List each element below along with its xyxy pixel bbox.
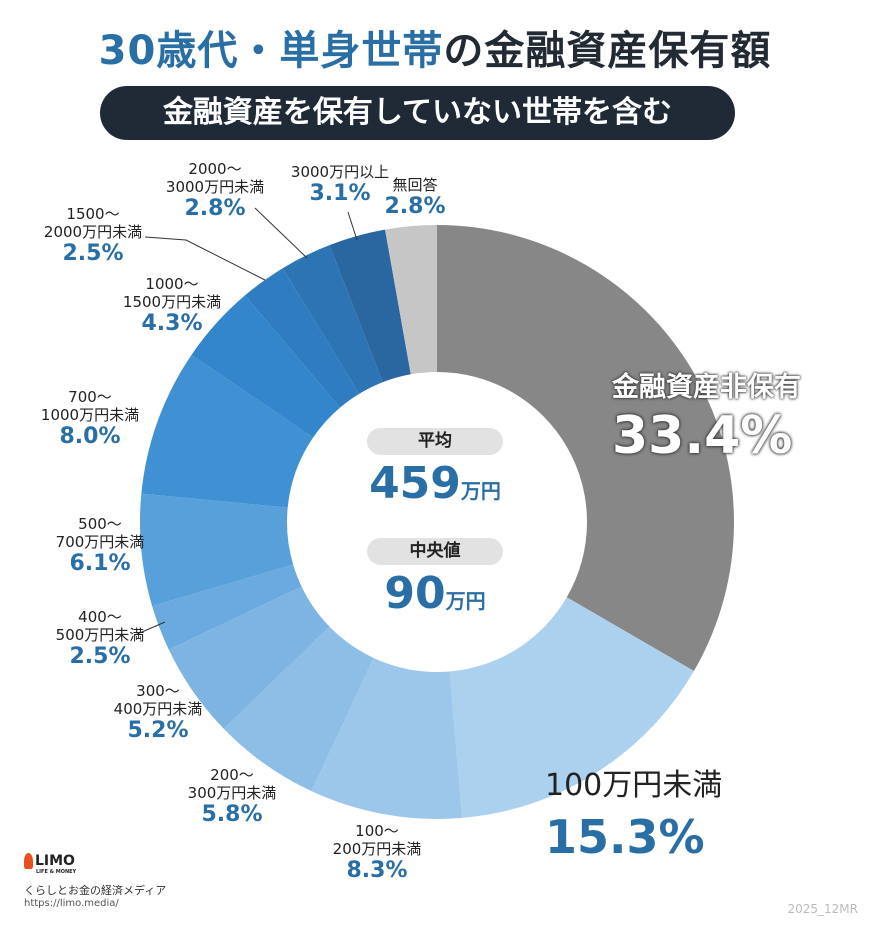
limo-logo: LIMO LIFE & MONEY <box>24 853 76 875</box>
median-label: 中央値 <box>367 538 503 565</box>
flame-icon <box>24 853 33 869</box>
leader-line <box>347 211 358 241</box>
slice-value: 2.5% <box>62 241 124 266</box>
slice-label: 700〜 1000万円未満 8.0% <box>41 388 139 450</box>
slice-name: 700万円未満 <box>55 533 145 551</box>
donut-slice <box>140 493 294 607</box>
leader-line <box>254 207 308 259</box>
chart-subtitle: 金融資産を保有していない世帯を含む <box>100 86 735 140</box>
slice-label: 500〜 700万円未満 6.1% <box>56 515 145 577</box>
slice-name: 3000万円以上 <box>290 163 390 181</box>
slice-label: 1000〜 1500万円未満 4.3% <box>123 275 221 337</box>
slice-name-top: 700〜 <box>68 388 112 406</box>
slice-label: 100〜 200万円未満 8.3% <box>333 822 422 884</box>
slice-name: 1000万円未満 <box>40 406 140 424</box>
slice-value: 2.8% <box>384 194 446 219</box>
slice-name-top: 2000〜 <box>188 160 242 178</box>
slice-value: 8.3% <box>346 858 408 883</box>
donut-slice <box>385 225 437 375</box>
slice-value: 5.2% <box>127 718 189 743</box>
slice-label: 400〜 500万円未満 2.5% <box>56 608 145 670</box>
donut-slice <box>191 295 341 438</box>
slice-value: 2.8% <box>184 196 246 221</box>
donut-slice <box>141 354 314 508</box>
donut-slice <box>437 225 734 672</box>
slice-name: 3000万円未満 <box>165 178 265 196</box>
slice-label: 2000〜 3000万円未満 2.8% <box>166 160 264 222</box>
slice-label: 無回答 2.8% <box>384 176 445 220</box>
slice-label: 300〜 400万円未満 5.2% <box>114 682 203 744</box>
slice-name: 2000万円未満 <box>43 223 143 241</box>
donut-slice <box>152 564 302 650</box>
donut-slice <box>223 626 374 792</box>
slice-label: 200〜 300万円未満 5.8% <box>188 766 277 828</box>
slice-name-top: 300〜 <box>136 682 180 700</box>
leader-line <box>144 236 266 281</box>
slice-value: 6.1% <box>69 551 131 576</box>
slice-name: 500万円未満 <box>55 626 145 644</box>
slice-name-top: 400〜 <box>78 608 122 626</box>
slice-value: 3.1% <box>309 181 371 206</box>
slice-name: 400万円未満 <box>113 700 203 718</box>
tagline: くらしとお金の経済メディア <box>24 884 167 897</box>
slice-label-under-100: 100万円未満 15.3% <box>545 768 723 864</box>
slice-name: 1500万円未満 <box>122 293 222 311</box>
donut-slice <box>311 657 463 819</box>
slice-value: 8.0% <box>59 424 121 449</box>
donut-slice <box>449 597 694 818</box>
slice-name-top: 1500〜 <box>66 205 120 223</box>
slice-name: 300万円未満 <box>187 784 277 802</box>
slice-value: 5.8% <box>201 802 263 827</box>
slice-value: 4.3% <box>141 311 203 336</box>
slice-label: 3000万円以上 3.1% <box>291 163 389 207</box>
donut-slice <box>244 268 360 408</box>
donut-slice <box>329 229 411 383</box>
slice-name: 200万円未満 <box>332 840 422 858</box>
slice-label: 1500〜 2000万円未満 2.5% <box>44 205 142 267</box>
slice-value: 2.5% <box>69 644 131 669</box>
chart-title: 30歳代・単身世帯の金融資産保有額 <box>98 28 772 74</box>
leader-line <box>134 621 166 636</box>
source-url: https://limo.media/ <box>24 898 119 909</box>
chart-code: 2025_12MR <box>787 902 859 916</box>
slice-name-top: 500〜 <box>78 515 122 533</box>
slice-name-top: 100〜 <box>355 822 399 840</box>
donut-slice <box>282 245 383 394</box>
median-value: 90万円 <box>384 568 486 619</box>
average-value: 459万円 <box>369 458 501 509</box>
donut-slice <box>168 586 330 729</box>
slice-name-top: 1000〜 <box>145 275 199 293</box>
slice-name-top: 200〜 <box>210 766 254 784</box>
slice-label-non-holding: 金融資産非保有 33.4% <box>612 372 801 466</box>
slice-name: 無回答 <box>392 176 438 194</box>
average-label: 平均 <box>367 428 503 455</box>
